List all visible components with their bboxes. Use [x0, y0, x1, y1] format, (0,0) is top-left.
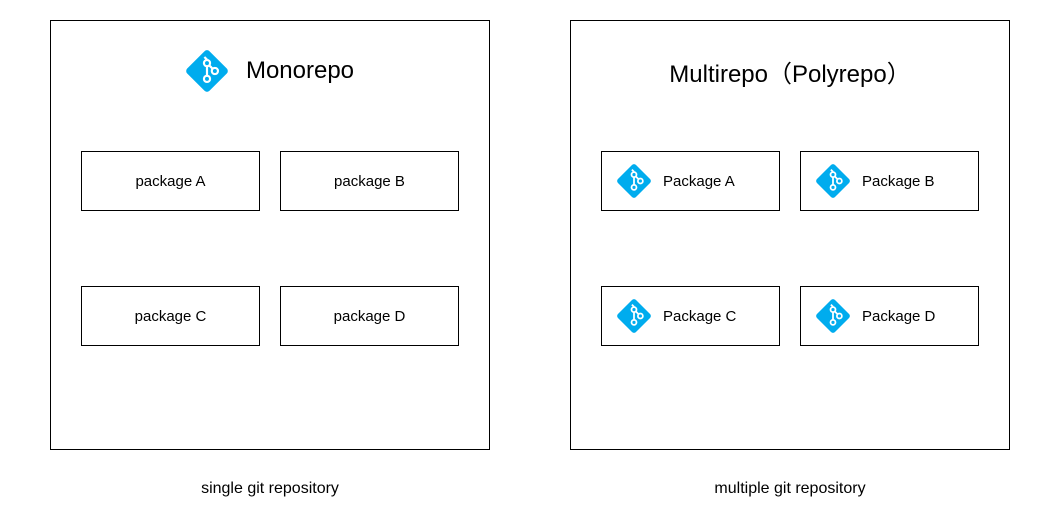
package-box: Package C [601, 286, 780, 346]
multirepo-panel: Multirepo（Polyrepo） Package A Package B [570, 20, 1010, 450]
monorepo-packages: package A package B package C package D [81, 151, 459, 346]
package-label: package C [135, 308, 207, 325]
package-box: package C [81, 286, 260, 346]
git-icon [617, 299, 651, 333]
monorepo-section: Monorepo package A package B package C p… [50, 20, 490, 498]
multirepo-section: Multirepo（Polyrepo） Package A Package B [570, 20, 1010, 498]
multirepo-packages: Package A Package B Package C [601, 151, 979, 346]
diagram-container: Monorepo package A package B package C p… [40, 20, 1008, 498]
package-label: package A [135, 173, 205, 190]
package-label: package D [334, 308, 406, 325]
package-label: Package B [862, 173, 935, 190]
monorepo-header: Monorepo [81, 46, 459, 96]
monorepo-panel: Monorepo package A package B package C p… [50, 20, 490, 450]
package-box: package A [81, 151, 260, 211]
package-label: Package D [862, 308, 935, 325]
package-box: Package A [601, 151, 780, 211]
package-box: package D [280, 286, 459, 346]
package-box: package B [280, 151, 459, 211]
package-box: Package B [800, 151, 979, 211]
package-label: Package A [663, 173, 735, 190]
multirepo-caption: multiple git repository [714, 480, 865, 498]
multirepo-title: Multirepo（Polyrepo） [669, 54, 910, 89]
package-box: Package D [800, 286, 979, 346]
git-icon [617, 164, 651, 198]
git-icon [816, 299, 850, 333]
package-label: package B [334, 173, 405, 190]
package-label: Package C [663, 308, 736, 325]
git-icon [816, 164, 850, 198]
multirepo-header: Multirepo（Polyrepo） [601, 46, 979, 96]
git-icon [186, 50, 228, 92]
monorepo-caption: single git repository [201, 480, 339, 498]
monorepo-title: Monorepo [246, 57, 354, 85]
